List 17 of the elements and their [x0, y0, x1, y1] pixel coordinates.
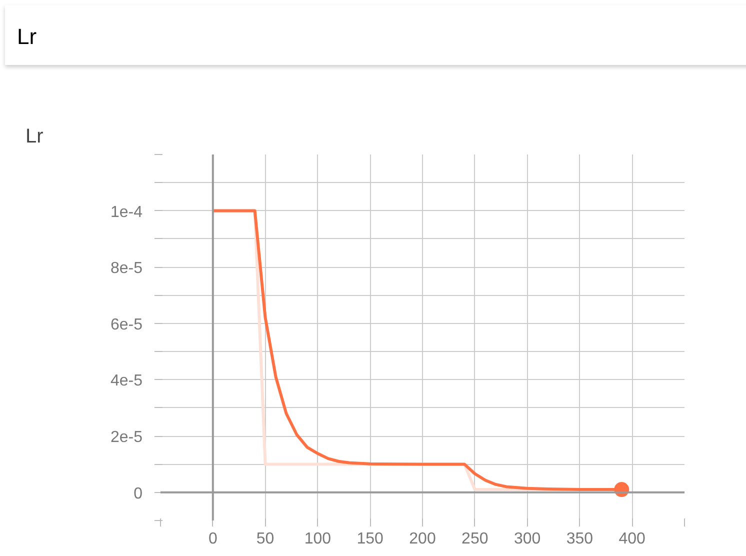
y-tick-label: 8e-5 [110, 260, 143, 278]
x-tick-label: 0 [208, 530, 218, 548]
chart-subtitle: Lr [26, 126, 44, 148]
x-tick-label: 350 [566, 530, 594, 548]
y-tick-label: 1e-4 [110, 204, 143, 221]
y-tick-label: 6e-5 [110, 316, 143, 334]
x-tick-label: 150 [356, 530, 384, 548]
x-tick-label: 50 [256, 530, 274, 548]
x-tick-label: 100 [304, 530, 332, 548]
x-tick-label: 200 [409, 530, 436, 548]
y-tick-label: 4e-5 [110, 372, 143, 390]
x-tick-label: 250 [462, 530, 488, 548]
chart-title: Lr [17, 23, 37, 51]
x-tick-label: 300 [514, 530, 541, 548]
y-tick-label: 2e-5 [110, 429, 143, 446]
x-tick-label: 400 [618, 530, 646, 548]
y-tick-label: 0 [134, 485, 143, 502]
